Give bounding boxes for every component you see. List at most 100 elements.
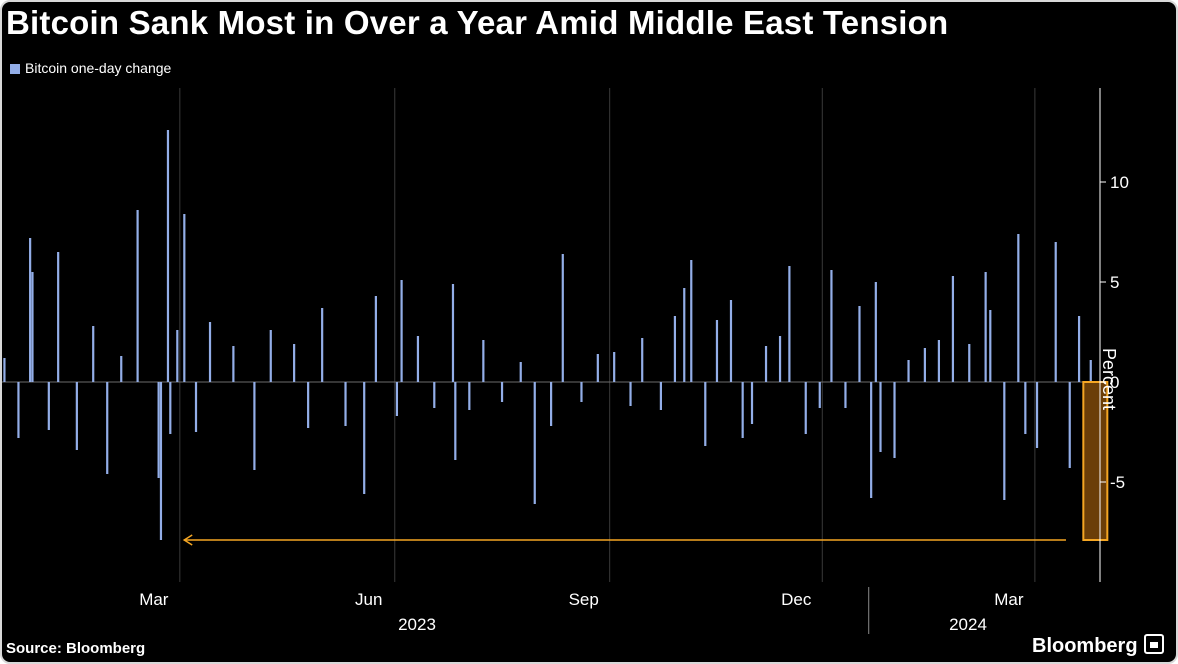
bar <box>1017 234 1020 382</box>
bar <box>75 382 78 450</box>
bar <box>400 280 403 382</box>
bar <box>519 362 522 382</box>
bar <box>1024 382 1027 434</box>
x-tick-label: Mar <box>139 590 169 609</box>
bar <box>92 326 95 382</box>
bar <box>683 288 686 382</box>
bar <box>788 266 791 382</box>
bar <box>321 308 324 382</box>
bar <box>1089 360 1092 382</box>
y-tick-label: -5 <box>1110 473 1125 492</box>
bar <box>613 352 616 382</box>
bar <box>715 320 719 382</box>
x-tick-label: Dec <box>781 590 812 609</box>
bar <box>858 306 861 382</box>
bar <box>673 316 677 382</box>
bar <box>596 354 599 382</box>
bar <box>764 346 768 382</box>
legend: Bitcoin one-day change <box>10 60 171 76</box>
bar <box>29 238 32 382</box>
x-tick-label: Sep <box>569 590 599 609</box>
bar <box>169 382 172 434</box>
bar <box>31 272 34 382</box>
bar <box>3 358 6 382</box>
bar <box>874 282 877 382</box>
y-tick-label: 10 <box>1110 173 1129 192</box>
y-tick-label: 0 <box>1110 373 1119 392</box>
bar <box>183 214 186 382</box>
bar <box>1003 382 1006 500</box>
bar <box>629 382 632 406</box>
bar <box>907 360 910 382</box>
year-label: 2023 <box>398 615 436 634</box>
bar <box>704 382 707 446</box>
bar <box>500 382 504 402</box>
bar <box>659 382 662 410</box>
bar <box>951 276 955 382</box>
bar <box>106 382 109 474</box>
bar <box>778 336 782 382</box>
bar <box>57 252 60 382</box>
bar <box>741 382 744 438</box>
bar <box>136 210 139 382</box>
highlight-bar <box>1082 381 1109 541</box>
brand-name: Bloomberg <box>1032 635 1138 657</box>
bar <box>580 382 583 402</box>
bar <box>989 310 992 382</box>
bar <box>533 382 536 504</box>
bar <box>159 382 163 540</box>
bar <box>923 348 926 382</box>
bar <box>120 356 123 382</box>
bar <box>1077 316 1081 382</box>
bar <box>482 340 485 382</box>
bar <box>374 296 377 382</box>
bar <box>468 382 471 410</box>
bar <box>17 382 20 438</box>
y-axis-label: Percent <box>1099 347 1119 411</box>
bar <box>166 130 170 382</box>
bar <box>804 382 807 434</box>
year-label: 2024 <box>949 615 987 634</box>
x-tick-label: Jun <box>355 590 382 609</box>
bar <box>984 272 987 382</box>
bloomberg-icon <box>1143 634 1164 654</box>
bar <box>253 382 256 470</box>
bar <box>893 382 896 458</box>
legend-swatch <box>10 64 20 74</box>
bar <box>416 336 420 382</box>
bar <box>561 254 564 382</box>
bar <box>363 382 366 494</box>
bar <box>395 382 399 416</box>
bar <box>690 260 693 382</box>
bar <box>870 382 873 498</box>
chart-title: Bitcoin Sank Most in Over a Year Amid Mi… <box>6 4 949 41</box>
bar <box>433 382 436 408</box>
bar <box>269 330 272 382</box>
bar <box>1035 382 1039 448</box>
y-tick-label: 5 <box>1110 273 1119 292</box>
bar <box>830 270 833 382</box>
bar <box>550 382 553 426</box>
annotation-arrowhead <box>182 534 193 546</box>
bar <box>176 330 179 382</box>
bar <box>879 382 882 452</box>
bar <box>641 338 644 382</box>
bar <box>937 340 941 382</box>
legend-label: Bitcoin one-day change <box>25 60 172 76</box>
bar <box>454 382 457 460</box>
x-tick-label: Mar <box>994 590 1024 609</box>
source-note: Source: Bloomberg <box>6 640 146 657</box>
bar <box>344 382 347 426</box>
bar <box>47 382 50 430</box>
bar <box>1068 382 1071 468</box>
bar <box>194 382 198 432</box>
bar <box>750 382 754 424</box>
bar <box>1054 242 1057 382</box>
bar <box>968 344 971 382</box>
bar <box>844 382 847 408</box>
bar <box>729 300 733 382</box>
bar <box>157 382 160 478</box>
bar <box>232 346 235 382</box>
